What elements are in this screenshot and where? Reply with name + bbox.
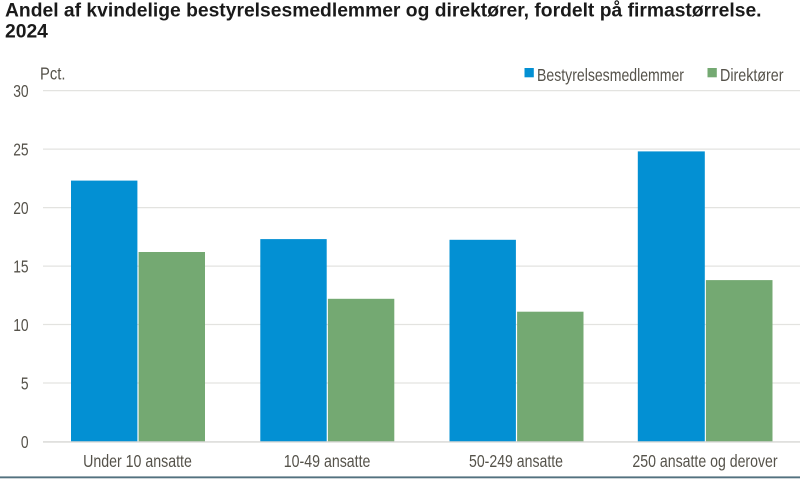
svg-text:Bestyrelsesmedlemmer: Bestyrelsesmedlemmer	[537, 65, 684, 85]
svg-text:30: 30	[13, 81, 28, 101]
svg-text:Pct.: Pct.	[40, 63, 66, 83]
svg-text:250 ansatte og derover: 250 ansatte og derover	[632, 451, 777, 471]
svg-text:Under 10 ansatte: Under 10 ansatte	[83, 451, 192, 471]
svg-text:25: 25	[13, 140, 28, 160]
svg-text:Direktører: Direktører	[720, 65, 784, 85]
svg-text:2024: 2024	[5, 22, 48, 43]
svg-text:5: 5	[21, 373, 29, 393]
svg-text:15: 15	[13, 257, 28, 277]
svg-text:10: 10	[13, 315, 28, 335]
svg-text:50-249 ansatte: 50-249 ansatte	[469, 451, 563, 471]
svg-text:Andel af kvindelige bestyrelse: Andel af kvindelige bestyrelsesmedlemmer…	[5, 0, 762, 22]
svg-text:10-49 ansatte: 10-49 ansatte	[284, 451, 371, 471]
svg-text:20: 20	[13, 198, 28, 218]
svg-text:0: 0	[21, 432, 29, 452]
